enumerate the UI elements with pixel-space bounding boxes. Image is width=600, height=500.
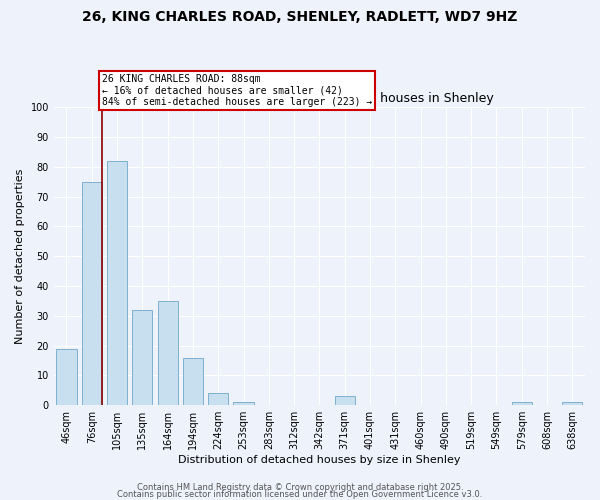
Y-axis label: Number of detached properties: Number of detached properties [15,168,25,344]
Bar [562,402,583,405]
Text: Contains HM Land Registry data © Crown copyright and database right 2025.: Contains HM Land Registry data © Crown c… [137,484,463,492]
Bar [183,358,203,405]
Bar [512,402,532,405]
Bar [132,310,152,405]
Bar [335,396,355,405]
Bar [82,182,102,405]
Bar [56,348,77,405]
Title: Size of property relative to detached houses in Shenley: Size of property relative to detached ho… [146,92,493,104]
Text: Contains public sector information licensed under the Open Government Licence v3: Contains public sector information licen… [118,490,482,499]
Bar [233,402,254,405]
Text: 26 KING CHARLES ROAD: 88sqm
← 16% of detached houses are smaller (42)
84% of sem: 26 KING CHARLES ROAD: 88sqm ← 16% of det… [102,74,372,107]
Bar [158,301,178,405]
Bar [107,161,127,405]
Bar [208,394,229,405]
X-axis label: Distribution of detached houses by size in Shenley: Distribution of detached houses by size … [178,455,461,465]
Text: 26, KING CHARLES ROAD, SHENLEY, RADLETT, WD7 9HZ: 26, KING CHARLES ROAD, SHENLEY, RADLETT,… [82,10,518,24]
